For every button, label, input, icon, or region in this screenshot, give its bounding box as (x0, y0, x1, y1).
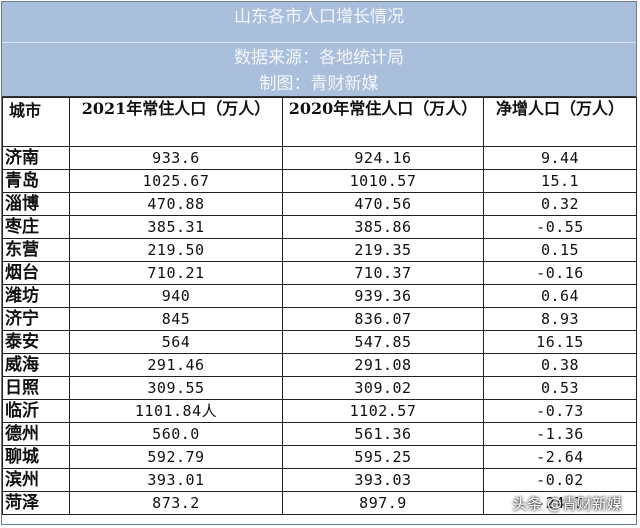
table-row: 菏泽 873.2 897.9 -24.7 (2, 491, 637, 515)
table-row: 临沂 1101.84人 1102.57 -0.73 (2, 399, 637, 423)
cell-population-2020: 836.07 (282, 307, 484, 331)
table-title: 山东各市人口增长情况 (234, 7, 404, 27)
cell-population-2021: 564 (69, 330, 283, 354)
cell-city: 烟台 (2, 261, 70, 285)
cell-population-2021: 470.88 (69, 192, 283, 216)
cell-population-2021: 385.31 (69, 215, 283, 239)
table-row: 德州 560.0 561.36 -1.36 (2, 422, 637, 446)
cell-population-2020: 309.02 (282, 376, 484, 400)
cell-population-2021: 592.79 (69, 445, 283, 469)
cell-population-2021: 873.2 (69, 491, 283, 515)
table-header-banner: 山东各市人口增长情况 数据来源：各地统计局 制图：青财新媒 (2, 2, 636, 97)
column-header-net-increase: 净增人口（万人） (483, 97, 637, 147)
cell-city: 菏泽 (2, 491, 70, 515)
table-row: 枣庄 385.31 385.86 -0.55 (2, 215, 637, 239)
column-header-2021-population: 2021年常住人口（万人） (69, 97, 283, 147)
cell-population-2020: 710.37 (282, 261, 484, 285)
cell-net-increase: -0.55 (483, 215, 637, 239)
cell-population-2021: 393.01 (69, 468, 283, 492)
table-row: 济南 933.6 924.16 9.44 (2, 146, 637, 170)
watermark: 头条 @青财新媒 (512, 495, 622, 513)
cell-population-2020: 547.85 (282, 330, 484, 354)
cell-city: 济宁 (2, 307, 70, 331)
cell-population-2020: 939.36 (282, 284, 484, 308)
cell-net-increase: -2.64 (483, 445, 637, 469)
cell-population-2021: 291.46 (69, 353, 283, 377)
table-row: 日照 309.55 309.02 0.53 (2, 376, 637, 400)
cell-net-increase: 0.38 (483, 353, 637, 377)
cell-population-2021: 845 (69, 307, 283, 331)
cell-population-2021: 940 (69, 284, 283, 308)
cell-population-2021: 1025.67 (69, 169, 283, 193)
cell-population-2020: 1102.57 (282, 399, 484, 423)
table-row: 聊城 592.79 595.25 -2.64 (2, 445, 637, 469)
cell-population-2020: 291.08 (282, 353, 484, 377)
cell-population-2020: 897.9 (282, 491, 484, 515)
cell-city: 德州 (2, 422, 70, 446)
cell-net-increase: -24.7 (483, 491, 637, 515)
cell-city: 潍坊 (2, 284, 70, 308)
cell-population-2020: 595.25 (282, 445, 484, 469)
cell-net-increase: -0.73 (483, 399, 637, 423)
title-divider (2, 42, 636, 43)
cell-net-increase: 15.1 (483, 169, 637, 193)
cell-population-2021: 1101.84人 (69, 399, 283, 423)
table-row: 滨州 393.01 393.03 -0.02 (2, 468, 637, 492)
cell-population-2020: 1010.57 (282, 169, 484, 193)
cell-population-2021: 219.50 (69, 238, 283, 262)
cell-population-2021: 933.6 (69, 146, 283, 170)
cell-population-2021: 560.0 (69, 422, 283, 446)
chart-maker-line: 制图：青财新媒 (259, 74, 379, 94)
cell-city: 东营 (2, 238, 70, 262)
table-row: 烟台 710.21 710.37 -0.16 (2, 261, 637, 285)
table-row: 淄博 470.88 470.56 0.32 (2, 192, 637, 216)
table-row: 泰安 564 547.85 16.15 (2, 330, 637, 354)
cell-city: 枣庄 (2, 215, 70, 239)
cell-population-2020: 561.36 (282, 422, 484, 446)
table-row: 东营 219.50 219.35 0.15 (2, 238, 637, 262)
cell-net-increase: 0.64 (483, 284, 637, 308)
table-body: 济南 933.6 924.16 9.44 青岛 1025.67 1010.57 15.1 淄博 4… (2, 146, 637, 515)
cell-population-2020: 385.86 (282, 215, 484, 239)
cell-population-2021: 309.55 (69, 376, 283, 400)
table-row: 潍坊 940 939.36 0.64 (2, 284, 637, 308)
cell-population-2020: 470.56 (282, 192, 484, 216)
cell-net-increase: -0.16 (483, 261, 637, 285)
cell-city: 淄博 (2, 192, 70, 216)
cell-city: 威海 (2, 353, 70, 377)
table-row: 济宁 845 836.07 8.93 (2, 307, 637, 331)
cell-net-increase: 8.93 (483, 307, 637, 331)
cell-net-increase: 0.15 (483, 238, 637, 262)
cell-city: 青岛 (2, 169, 70, 193)
data-source-line: 数据来源：各地统计局 (234, 48, 404, 68)
column-header-row: 城市 2021年常住人口（万人） 2020年常住人口（万人） 净增人口（万人） (2, 97, 637, 147)
cell-net-increase: 16.15 (483, 330, 637, 354)
column-header-2020-population: 2020年常住人口（万人） (282, 97, 484, 147)
cell-city: 滨州 (2, 468, 70, 492)
cell-population-2021: 710.21 (69, 261, 283, 285)
cell-city: 日照 (2, 376, 70, 400)
cell-population-2020: 393.03 (282, 468, 484, 492)
table-row: 威海 291.46 291.08 0.38 (2, 353, 637, 377)
cell-city: 临沂 (2, 399, 70, 423)
cell-net-increase: 0.53 (483, 376, 637, 400)
cell-net-increase: -0.02 (483, 468, 637, 492)
cell-population-2020: 219.35 (282, 238, 484, 262)
table-row: 青岛 1025.67 1010.57 15.1 (2, 169, 637, 193)
cell-city: 聊城 (2, 445, 70, 469)
column-header-city: 城市 (2, 97, 70, 147)
cell-city: 济南 (2, 146, 70, 170)
cell-net-increase: 9.44 (483, 146, 637, 170)
population-table: 城市 2021年常住人口（万人） 2020年常住人口（万人） 净增人口（万人） … (2, 97, 637, 515)
cell-net-increase: 0.32 (483, 192, 637, 216)
cell-net-increase: -1.36 (483, 422, 637, 446)
cell-city: 泰安 (2, 330, 70, 354)
cell-population-2020: 924.16 (282, 146, 484, 170)
